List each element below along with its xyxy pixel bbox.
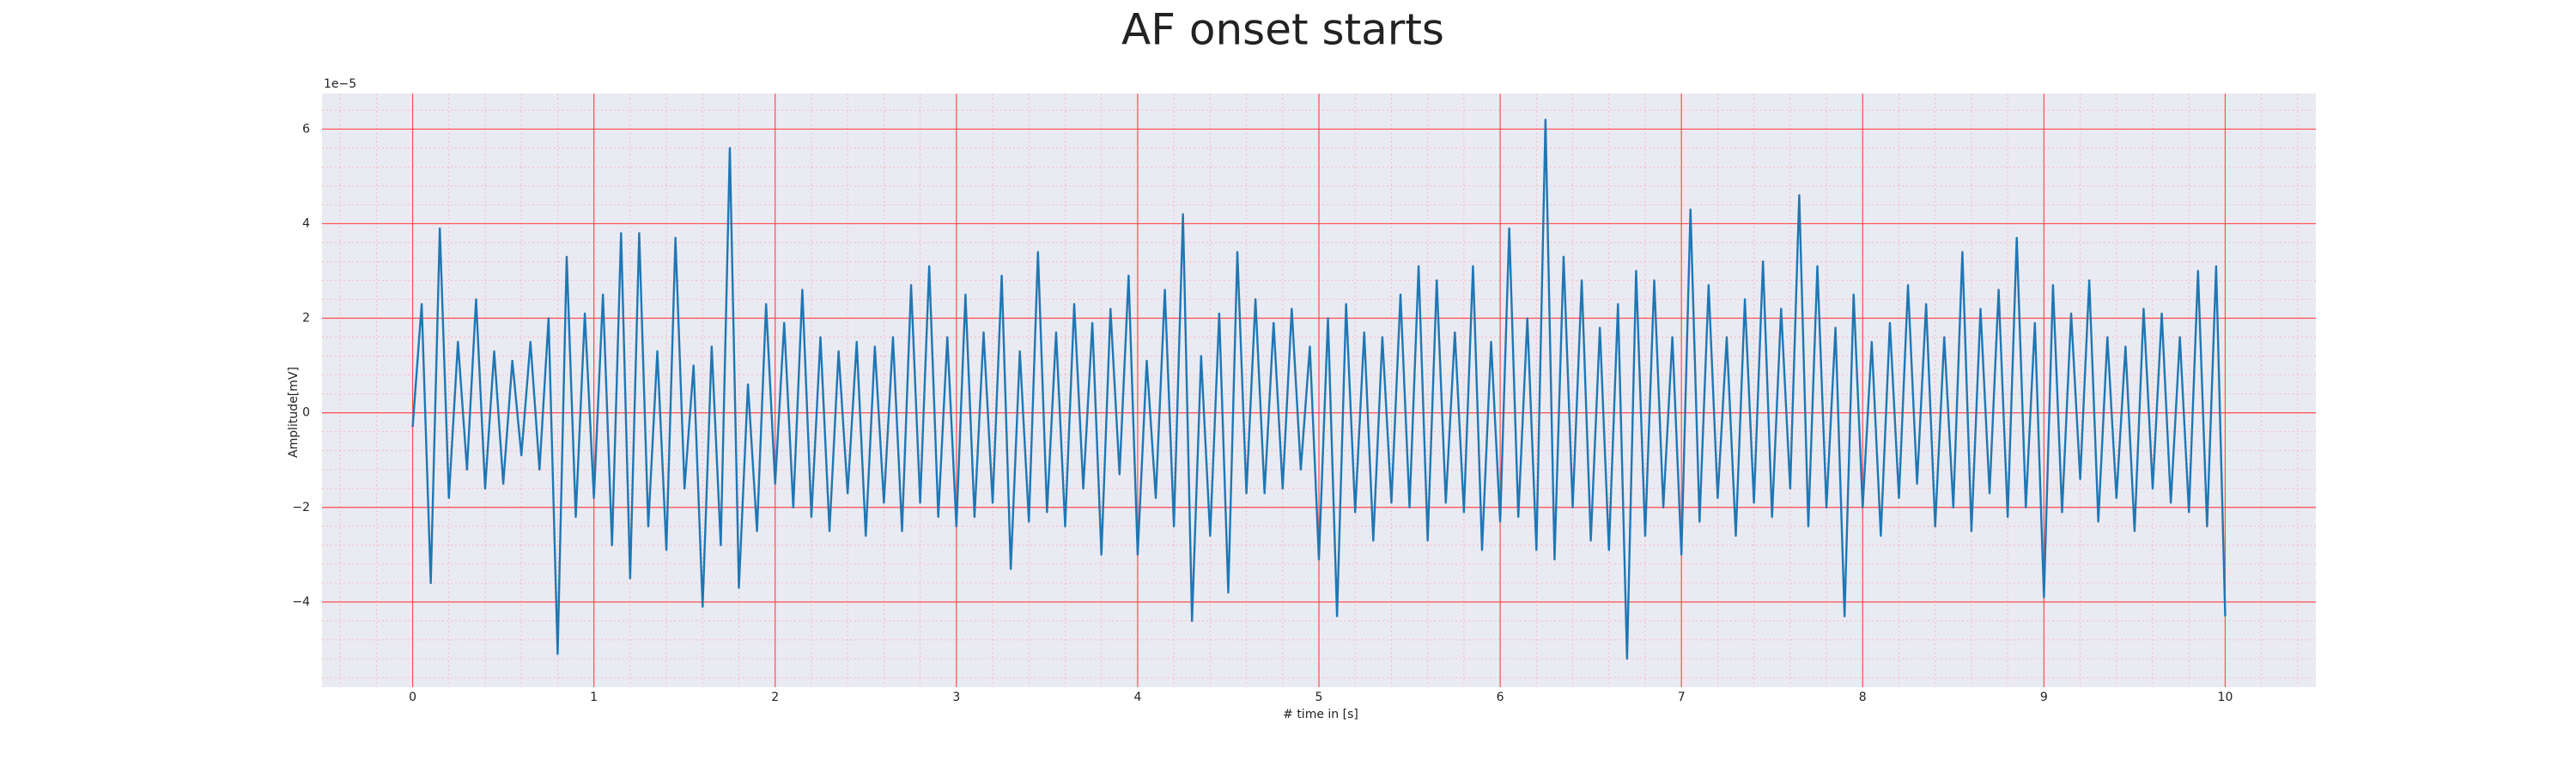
x-tick-label: 9 [2040,691,2048,704]
y-tick-label: −2 [292,501,310,514]
y-tick-label: 6 [302,122,310,136]
y-tick-label: 4 [302,216,310,230]
x-tick-label: 6 [1497,691,1504,704]
signal-line [411,119,2227,660]
x-tick-label: 2 [771,691,779,704]
x-tick-label: 5 [1315,691,1323,704]
chart-title: AF onset starts [1121,5,1444,55]
y-offset-label: 1e−5 [324,77,356,91]
x-tick-label: 0 [409,691,416,704]
y-tick-label: 0 [302,406,310,420]
y-tick-label: 2 [302,312,310,326]
x-axis-label: # time in [s] [1283,708,1358,721]
y-tick-label: −4 [292,595,310,609]
x-tick-label: 1 [590,691,598,704]
x-tick-label: 8 [1859,691,1867,704]
x-tick-label: 3 [952,691,960,704]
x-tick-label: 4 [1133,691,1141,704]
x-tick-label: 7 [1678,691,1686,704]
x-tick-label: 10 [2218,691,2233,704]
y-axis-label: Amplitude[mV] [287,367,301,458]
